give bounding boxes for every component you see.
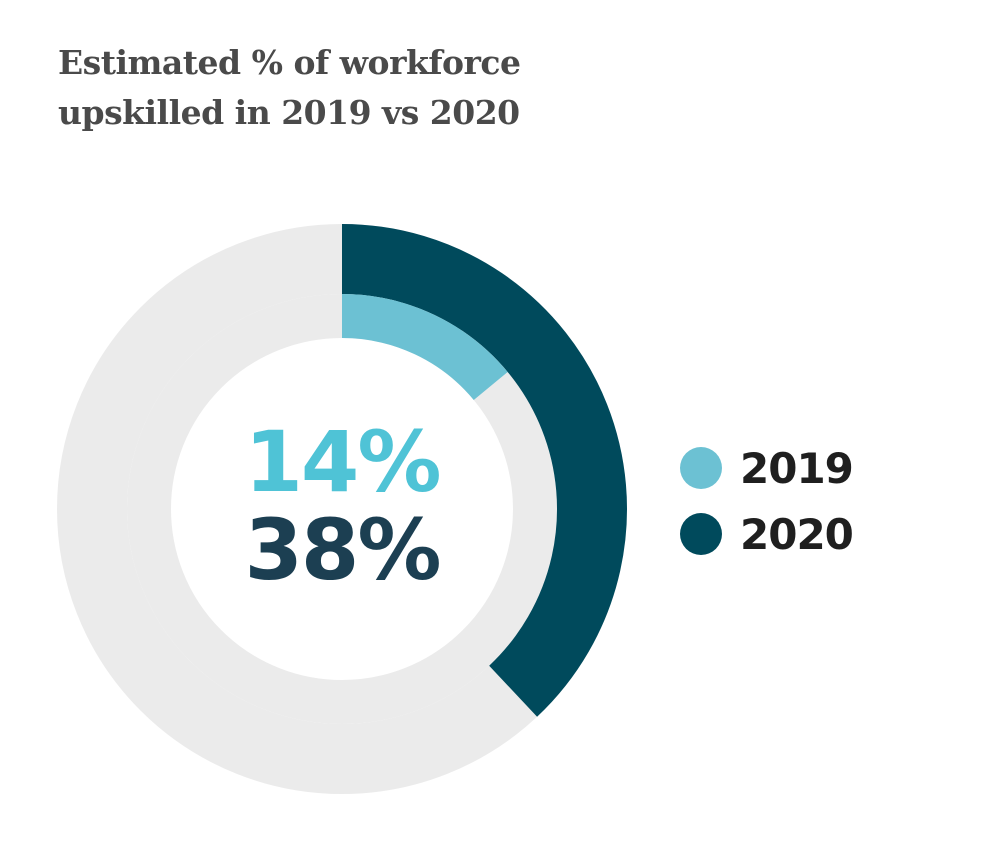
legend-label-2020: 2020 (740, 509, 854, 559)
outer-ring-arc-2020 (341, 224, 627, 717)
legend-swatch-2019 (680, 447, 722, 489)
center-value-2020: 38% (244, 501, 441, 599)
inner-ring-arc-2019 (341, 294, 508, 401)
legend-label-2019: 2019 (740, 443, 854, 493)
center-value-2019: 14% (244, 413, 441, 511)
legend-item-2020: 2020 (680, 509, 854, 559)
legend-item-2019: 2019 (680, 443, 854, 493)
chart-title: Estimated % of workforce upskilled in 20… (58, 38, 618, 138)
chart-title-line-2: upskilled in 2019 vs 2020 (58, 93, 520, 132)
chart-title-line-1: Estimated % of workforce (58, 43, 521, 82)
legend-swatch-2020 (680, 513, 722, 555)
legend: 2019 2020 (680, 443, 854, 576)
